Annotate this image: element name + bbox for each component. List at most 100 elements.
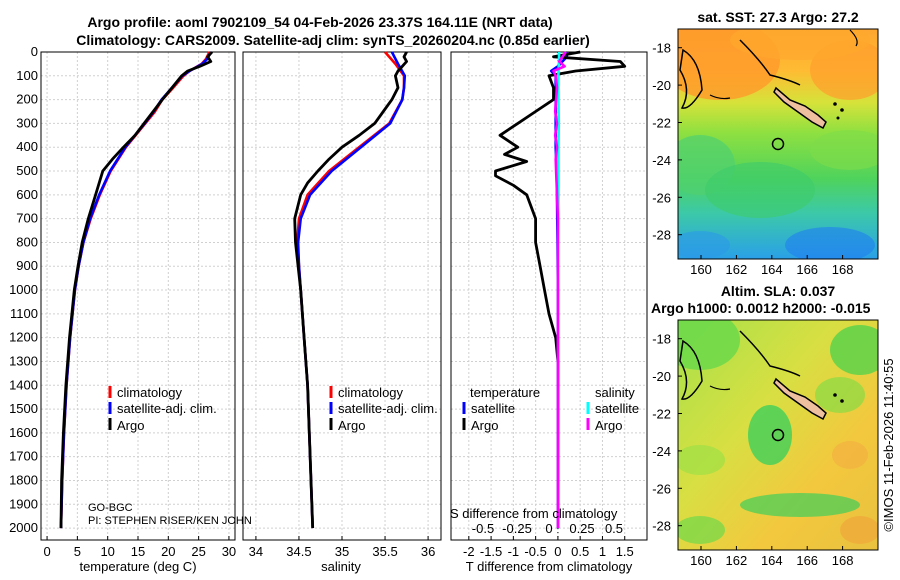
depth-tick-label: 2000 [9, 520, 38, 535]
legend-climatology: climatology [117, 385, 183, 400]
reef-outline-north [739, 39, 801, 86]
temp-series-argo [59, 51, 214, 529]
sla-map-axes: -18 -20 -22 -24 -26 -28 160 162 164 166 168 [652, 332, 853, 568]
s-diff-tick-label: -0.25 [502, 521, 532, 536]
main-title-line1: Argo profile: aoml 7902109_54 04-Feb-202… [87, 14, 552, 30]
diff-xtick-label: -1 [508, 544, 520, 559]
s-diff-tick-label: 0 [545, 521, 552, 536]
sal-legend-climatology: climatology [338, 385, 404, 400]
map-ytick-label: -28 [652, 519, 671, 534]
diff-panel: -2 -1.5 -1 -0.5 0 0.5 1 1.5 [450, 50, 648, 559]
diff-legend-temp-argo: Argo [471, 418, 498, 433]
sal-frame [242, 51, 442, 541]
sal-legend: climatology satellite-adj. clim. Argo [329, 385, 438, 433]
diff-legend-temp-sat: satellite [471, 401, 515, 416]
sal-series-argo [293, 51, 408, 529]
map-ytick-label: -22 [652, 115, 671, 130]
new-caledonia-landmass [773, 86, 827, 130]
diff-xtick-label: 1.5 [616, 544, 634, 559]
sla-map-title1: Altim. SLA: 0.037 [721, 283, 836, 299]
map-ytick-label: -26 [652, 481, 671, 496]
map-xtick-label: 160 [690, 553, 712, 568]
depth-tick-label: 1800 [9, 472, 38, 487]
map-xtick-label: 166 [796, 262, 818, 277]
temp-panel: 0 5 10 15 20 25 30 [40, 51, 236, 559]
temp-xtick-label: 10 [100, 544, 114, 559]
s-diff-tick-label: 0.5 [605, 521, 623, 536]
diff-xtick-label: -2 [463, 544, 475, 559]
map-ytick-label: -22 [652, 406, 671, 421]
temp-xtick-label: 20 [161, 544, 175, 559]
diff-legend-temp-header: temperature [470, 385, 540, 400]
depth-tick-label: 1400 [9, 377, 38, 392]
temp-xtick-label: 5 [74, 544, 81, 559]
depth-axis-labels: 0 100 200 300 400 500 600 700 800 900 1000 1100 1200… [9, 44, 38, 535]
diff-xtick-label: 0.5 [571, 544, 589, 559]
sal-xtick-label: 35 [335, 544, 349, 559]
diff-series-salinity-argo [552, 51, 567, 529]
temp-series-climatology [59, 51, 211, 529]
sal-xtick-label: 36 [421, 544, 435, 559]
diff-legend-sal-header: salinity [595, 385, 635, 400]
sal-xtick-label: 35.5 [372, 544, 397, 559]
sal-xlabel: salinity [321, 559, 361, 574]
diff-xtick-label: -0.5 [524, 544, 546, 559]
map-ytick-label: -24 [652, 444, 671, 459]
sal-legend-satellite: satellite-adj. clim. [338, 401, 438, 416]
sal-xtick-label: 34 [249, 544, 263, 559]
map-ytick-label: -18 [652, 41, 671, 56]
depth-tick-label: 1200 [9, 330, 38, 345]
map-xtick-label: 164 [761, 553, 783, 568]
sst-map-axes: -18 -20 -22 -24 -26 -28 160 162 164 166 168 [652, 41, 853, 277]
new-caledonia-landmass-2 [773, 377, 827, 421]
temp-xtick-label: 0 [43, 544, 50, 559]
sla-map-title2: Argo h1000: 0.0012 h2000: -0.015 [651, 300, 871, 316]
profile-panels: 0 5 10 15 20 25 30 34 34.5 35 35.5 36 -2 -1.5 -1 -0.5 0 0… [40, 50, 648, 559]
diff-grid [451, 51, 647, 540]
map-xtick-label: 162 [726, 262, 748, 277]
legend-satellite: satellite-adj. clim. [117, 401, 217, 416]
sst-map [678, 29, 878, 259]
depth-tick-label: 400 [16, 139, 38, 154]
map-ytick-label: -26 [652, 190, 671, 205]
main-title-line2: Climatology: CARS2009. Satellite-adj cli… [76, 32, 590, 48]
diff-xtick-label: -1.5 [480, 544, 502, 559]
s-diff-tick-label: -0.5 [472, 521, 494, 536]
diff-legend: temperature salinity satellite Argo sate… [462, 385, 639, 433]
map-ytick-label: -20 [652, 78, 671, 93]
temp-legend: climatology satellite-adj. clim. Argo [108, 385, 217, 433]
diff-xlabel: T difference from climatology [466, 559, 633, 574]
map-xtick-label: 164 [761, 262, 783, 277]
map-xtick-label: 166 [796, 553, 818, 568]
temp-xtick-label: 15 [131, 544, 145, 559]
reef-outline [679, 48, 703, 109]
depth-tick-label: 1700 [9, 449, 38, 464]
sal-xtick-label: 34.5 [286, 544, 311, 559]
s-diff-label: S difference from climatology [450, 506, 618, 521]
diff-legend-sal-argo: Argo [595, 418, 622, 433]
temp-series-satellite-adj-clim- [59, 51, 212, 529]
sal-panel: 34 34.5 35 35.5 36 [242, 51, 442, 559]
argo-position-marker [771, 137, 785, 151]
depth-tick-label: 300 [16, 115, 38, 130]
sal-grid [243, 51, 441, 540]
temp-xtick-label: 25 [191, 544, 205, 559]
argo-position-marker-2 [771, 428, 785, 442]
diff-xtick-label: 1 [599, 544, 606, 559]
legend-argo: Argo [117, 418, 144, 433]
pi-note: PI: STEPHEN RISER/KEN JOHN [88, 515, 252, 527]
temp-xtick-label: 30 [222, 544, 236, 559]
map-xtick-label: 162 [726, 553, 748, 568]
map-xtick-label: 168 [832, 553, 854, 568]
depth-tick-label: 700 [16, 211, 38, 226]
depth-tick-label: 1600 [9, 425, 38, 440]
diff-frame [450, 51, 648, 541]
depth-tick-label: 100 [16, 68, 38, 83]
depth-tick-label: 1100 [10, 306, 38, 321]
depth-tick-label: 200 [16, 92, 38, 107]
map-xtick-label: 168 [832, 262, 854, 277]
sst-map-title: sat. SST: 27.3 Argo: 27.2 [697, 9, 859, 25]
depth-tick-label: 1500 [9, 401, 38, 416]
depth-tick-label: 900 [16, 258, 38, 273]
